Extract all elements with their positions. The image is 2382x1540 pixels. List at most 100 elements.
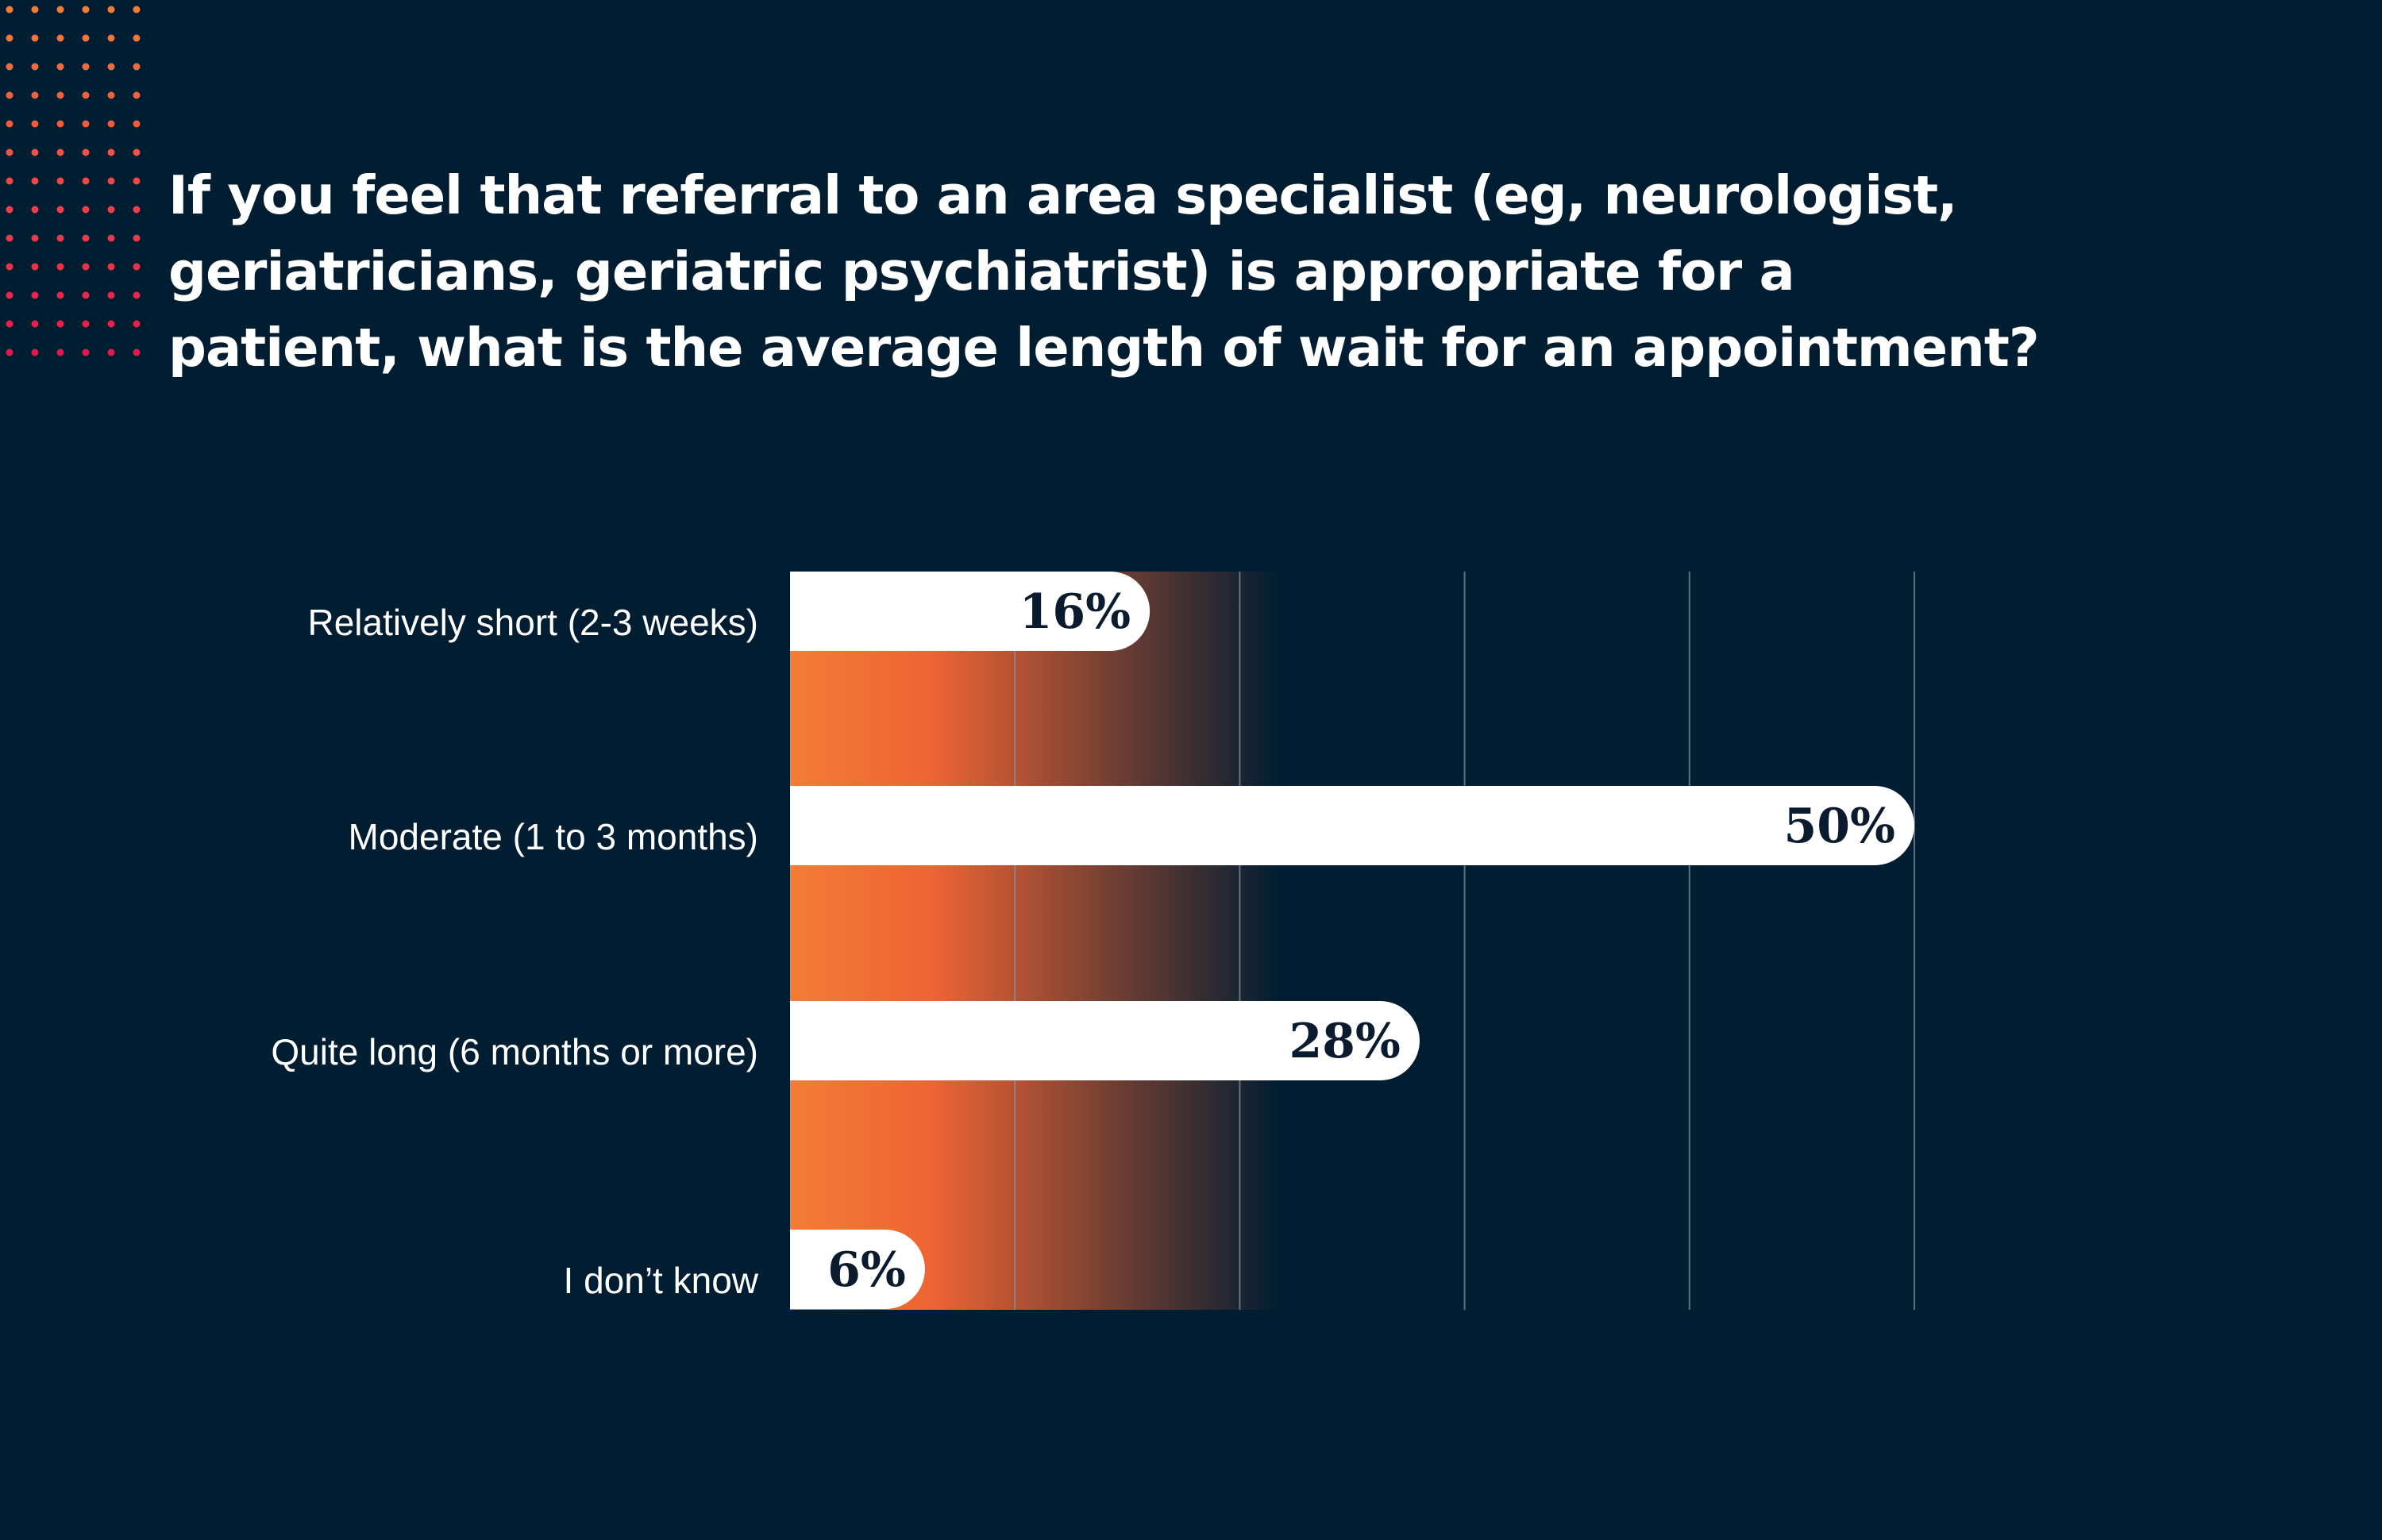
decorative-dot bbox=[133, 206, 141, 214]
decorative-dot bbox=[56, 234, 64, 242]
decorative-dot bbox=[56, 63, 64, 71]
chart-title-line-1: If you feel that referral to an area spe… bbox=[168, 164, 1958, 226]
chart-title-line-3: patient, what is the average length of w… bbox=[168, 317, 2040, 379]
decorative-dot bbox=[82, 206, 90, 214]
decorative-dot bbox=[56, 206, 64, 214]
decorative-dot bbox=[31, 63, 39, 71]
decorative-dot bbox=[82, 320, 90, 328]
decorative-dot bbox=[6, 320, 13, 328]
decorative-dot bbox=[31, 6, 39, 13]
chart-title-line-2: geriatricians, geriatric psychiatrist) i… bbox=[168, 241, 1795, 302]
decorative-dot bbox=[82, 120, 90, 128]
decorative-dot bbox=[82, 148, 90, 156]
category-label-3: I don’t know bbox=[564, 1260, 759, 1301]
decorative-dot bbox=[133, 320, 141, 328]
decorative-dot bbox=[6, 34, 13, 42]
decorative-dot bbox=[133, 91, 141, 99]
decorative-dot bbox=[107, 234, 115, 242]
decorative-dot bbox=[133, 263, 141, 271]
decorative-dot bbox=[107, 120, 115, 128]
decorative-dot bbox=[56, 6, 64, 13]
decorative-dot bbox=[107, 63, 115, 71]
decorative-dot bbox=[6, 177, 13, 185]
decorative-dot bbox=[133, 34, 141, 42]
decorative-dot bbox=[6, 291, 13, 299]
decorative-dot bbox=[107, 91, 115, 99]
bar-3 bbox=[790, 1230, 925, 1309]
category-label-2: Quite long (6 months or more) bbox=[271, 1031, 758, 1072]
category-labels: Relatively short (2-3 weeks) Moderate (1 … bbox=[271, 602, 758, 1301]
decorative-dot bbox=[107, 320, 115, 328]
value-label-0: 16% bbox=[1019, 584, 1131, 640]
decorative-dot bbox=[56, 348, 64, 356]
decorative-dot bbox=[107, 206, 115, 214]
value-labels: 16% 50% 28% 6% bbox=[827, 584, 1895, 1298]
decorative-dot bbox=[56, 263, 64, 271]
decorative-dot bbox=[133, 6, 141, 13]
decorative-dot bbox=[82, 34, 90, 42]
decorative-dot bbox=[133, 63, 141, 71]
decorative-dot bbox=[31, 148, 39, 156]
decorative-dot bbox=[56, 320, 64, 328]
decorative-dot bbox=[56, 34, 64, 42]
decorative-dot bbox=[82, 6, 90, 13]
decorative-dot bbox=[6, 91, 13, 99]
decorative-dot bbox=[133, 291, 141, 299]
decorative-dot bbox=[107, 291, 115, 299]
decorative-dot bbox=[31, 91, 39, 99]
decorative-dot bbox=[6, 63, 13, 71]
bar-1 bbox=[790, 786, 1914, 865]
decorative-dot bbox=[31, 206, 39, 214]
bar-2 bbox=[790, 1001, 1420, 1080]
decorative-dot bbox=[6, 6, 13, 13]
decorative-dot bbox=[82, 91, 90, 99]
decorative-dot bbox=[82, 234, 90, 242]
decorative-dot bbox=[31, 263, 39, 271]
decorative-dot bbox=[107, 263, 115, 271]
decorative-dot bbox=[31, 120, 39, 128]
value-label-1: 50% bbox=[1783, 799, 1895, 854]
decorative-dot bbox=[6, 148, 13, 156]
value-label-3: 6% bbox=[827, 1242, 906, 1298]
decorative-dot bbox=[6, 120, 13, 128]
decorative-dot bbox=[56, 177, 64, 185]
decorative-dot bbox=[31, 34, 39, 42]
decorative-dot bbox=[133, 348, 141, 356]
decorative-dot bbox=[107, 6, 115, 13]
plot-gradient-background bbox=[790, 572, 1578, 1310]
value-label-2: 28% bbox=[1289, 1014, 1401, 1069]
decorative-dot bbox=[31, 234, 39, 242]
decorative-dot bbox=[31, 348, 39, 356]
bars bbox=[790, 572, 1914, 1309]
bar-0 bbox=[790, 572, 1151, 651]
decorative-dot bbox=[82, 177, 90, 185]
decorative-dot bbox=[107, 148, 115, 156]
decorative-dot bbox=[56, 91, 64, 99]
decorative-dot bbox=[107, 34, 115, 42]
decorative-dot bbox=[107, 348, 115, 356]
decorative-dot bbox=[56, 120, 64, 128]
decorative-dot bbox=[82, 348, 90, 356]
category-label-1: Moderate (1 to 3 months) bbox=[349, 816, 758, 857]
decorative-dot bbox=[56, 148, 64, 156]
decorative-dot bbox=[31, 320, 39, 328]
decorative-dot bbox=[82, 63, 90, 71]
decorative-dot bbox=[6, 263, 13, 271]
category-label-0: Relatively short (2-3 weeks) bbox=[307, 602, 758, 643]
gridlines bbox=[1014, 572, 1915, 1310]
decorative-dot bbox=[133, 177, 141, 185]
decorative-dot bbox=[6, 234, 13, 242]
decorative-dot bbox=[133, 234, 141, 242]
decorative-dot bbox=[82, 291, 90, 299]
decorative-dot bbox=[133, 148, 141, 156]
decorative-dot bbox=[31, 177, 39, 185]
decorative-dot bbox=[82, 263, 90, 271]
chart-title: If you feel that referral to an area spe… bbox=[168, 157, 2074, 386]
decorative-dot bbox=[107, 177, 115, 185]
decorative-dot bbox=[6, 348, 13, 356]
decorative-dot bbox=[56, 291, 64, 299]
decorative-dot bbox=[6, 206, 13, 214]
decorative-dot bbox=[31, 291, 39, 299]
dot-grid-icon bbox=[6, 6, 141, 356]
